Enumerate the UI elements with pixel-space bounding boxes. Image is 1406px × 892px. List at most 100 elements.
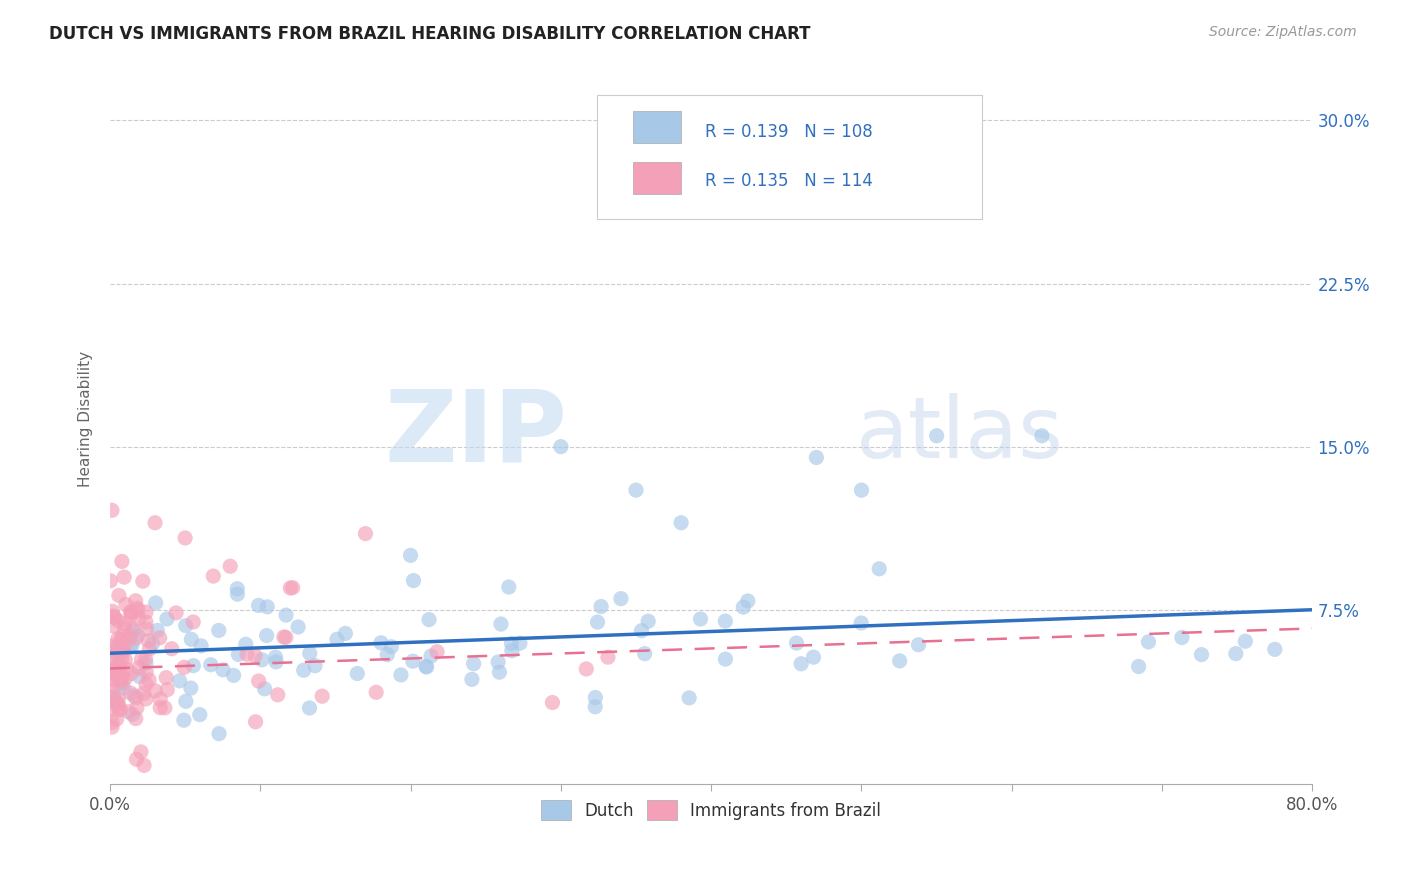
Point <box>131 652 153 666</box>
Point <box>208 624 231 638</box>
Point <box>132 574 155 589</box>
Point <box>103 609 125 624</box>
Point <box>247 599 270 613</box>
Point <box>111 652 134 666</box>
Point <box>463 657 485 671</box>
Point <box>402 654 425 668</box>
Point <box>132 758 155 772</box>
Point <box>114 672 136 686</box>
Point <box>127 603 149 617</box>
Point <box>851 615 873 630</box>
Point <box>108 655 131 669</box>
Point <box>541 696 564 710</box>
Point <box>174 531 197 545</box>
Point <box>173 713 195 727</box>
Point <box>101 503 124 517</box>
Text: DUTCH VS IMMIGRANTS FROM BRAZIL HEARING DISABILITY CORRELATION CHART: DUTCH VS IMMIGRANTS FROM BRAZIL HEARING … <box>49 25 811 43</box>
Point <box>208 726 231 740</box>
Point <box>127 601 149 615</box>
Point <box>610 591 633 606</box>
Point <box>125 712 148 726</box>
Point <box>125 632 148 646</box>
Point <box>136 633 159 648</box>
Point <box>1264 642 1286 657</box>
Point <box>120 607 142 622</box>
Point <box>335 626 357 640</box>
Point <box>156 682 179 697</box>
Point <box>135 677 157 691</box>
Point <box>105 695 128 709</box>
Point <box>889 654 911 668</box>
Point <box>190 639 212 653</box>
Point <box>426 645 449 659</box>
Point <box>104 641 127 656</box>
Point <box>274 608 297 623</box>
Point <box>278 581 301 595</box>
Point <box>121 707 143 722</box>
Point <box>253 681 276 696</box>
Point <box>222 668 245 682</box>
Point <box>250 653 273 667</box>
Point <box>135 652 157 666</box>
Point <box>669 516 692 530</box>
Point <box>803 650 825 665</box>
Point <box>256 599 278 614</box>
Point <box>586 615 609 629</box>
FancyBboxPatch shape <box>633 111 681 143</box>
Point <box>346 666 368 681</box>
Point <box>326 632 349 647</box>
Point <box>202 569 225 583</box>
Point <box>108 589 131 603</box>
Point <box>128 612 150 626</box>
Point <box>135 657 157 671</box>
Point <box>634 647 657 661</box>
Point <box>143 683 166 698</box>
Point <box>236 647 259 661</box>
Point <box>714 652 737 666</box>
FancyBboxPatch shape <box>633 161 681 194</box>
Point <box>806 450 828 465</box>
Point <box>247 673 270 688</box>
Point <box>100 649 122 664</box>
Point <box>155 671 177 685</box>
Point <box>135 615 157 629</box>
Point <box>107 614 129 628</box>
Point <box>420 649 443 664</box>
Point <box>101 604 124 618</box>
Point <box>575 662 598 676</box>
Point <box>169 673 191 688</box>
Point <box>138 673 160 687</box>
Text: Source: ZipAtlas.com: Source: ZipAtlas.com <box>1209 25 1357 39</box>
Point <box>243 648 266 663</box>
Point <box>101 715 124 730</box>
Point <box>415 660 437 674</box>
Point <box>737 594 759 608</box>
Point <box>591 599 613 614</box>
Point <box>108 673 131 688</box>
Point <box>114 638 136 652</box>
Point <box>160 641 183 656</box>
Point <box>226 582 249 596</box>
Point <box>153 701 176 715</box>
Point <box>145 596 167 610</box>
Point <box>121 666 143 681</box>
Point <box>115 662 138 676</box>
Point <box>107 632 129 646</box>
Point <box>415 659 437 673</box>
Point <box>110 632 132 647</box>
Point <box>103 644 125 658</box>
Point <box>149 700 172 714</box>
Point <box>122 624 145 638</box>
Point <box>1031 429 1053 443</box>
Point <box>108 703 131 717</box>
FancyBboxPatch shape <box>598 95 981 219</box>
Point <box>486 655 509 669</box>
Point <box>200 657 222 672</box>
Point <box>188 707 211 722</box>
Point <box>304 658 326 673</box>
Point <box>1191 648 1213 662</box>
Point <box>298 701 321 715</box>
Point <box>101 663 124 677</box>
Point <box>124 689 146 703</box>
Point <box>1225 647 1247 661</box>
